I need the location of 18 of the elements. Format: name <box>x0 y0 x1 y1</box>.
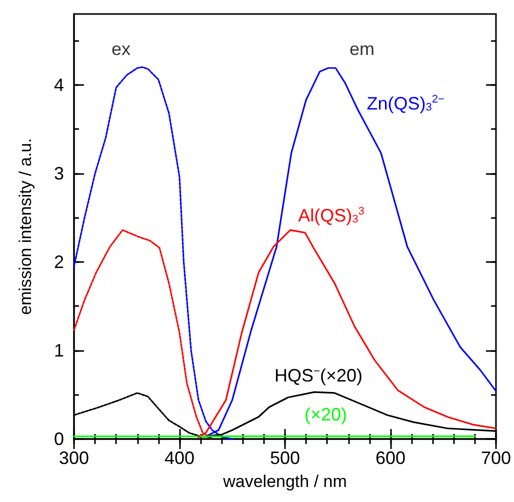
x-tick-label: 700 <box>480 448 512 468</box>
series-label: (×20) <box>304 404 348 424</box>
series-label: HQS−(×20) <box>274 366 363 386</box>
y-tick-label: 0 <box>54 429 64 449</box>
x-axis-title: wavelength / nm <box>222 472 347 491</box>
x-tick-label: 300 <box>58 448 90 468</box>
y-axis-title: emission intensity / a.u. <box>16 138 35 315</box>
y-tick-label: 3 <box>54 163 64 184</box>
x-tick-label: 500 <box>270 448 300 468</box>
annotation: em <box>349 39 375 59</box>
y-tick-label: 2 <box>54 252 64 272</box>
x-tick-label: 400 <box>164 448 195 468</box>
x-tick-label: 600 <box>375 448 406 468</box>
series-label: Zn(QS)32− <box>366 94 444 114</box>
series-label: Al(QS)33 <box>298 206 364 226</box>
annotation: ex <box>111 39 131 59</box>
y-tick-label: 1 <box>54 340 64 360</box>
y-tick-label: 4 <box>54 74 64 95</box>
